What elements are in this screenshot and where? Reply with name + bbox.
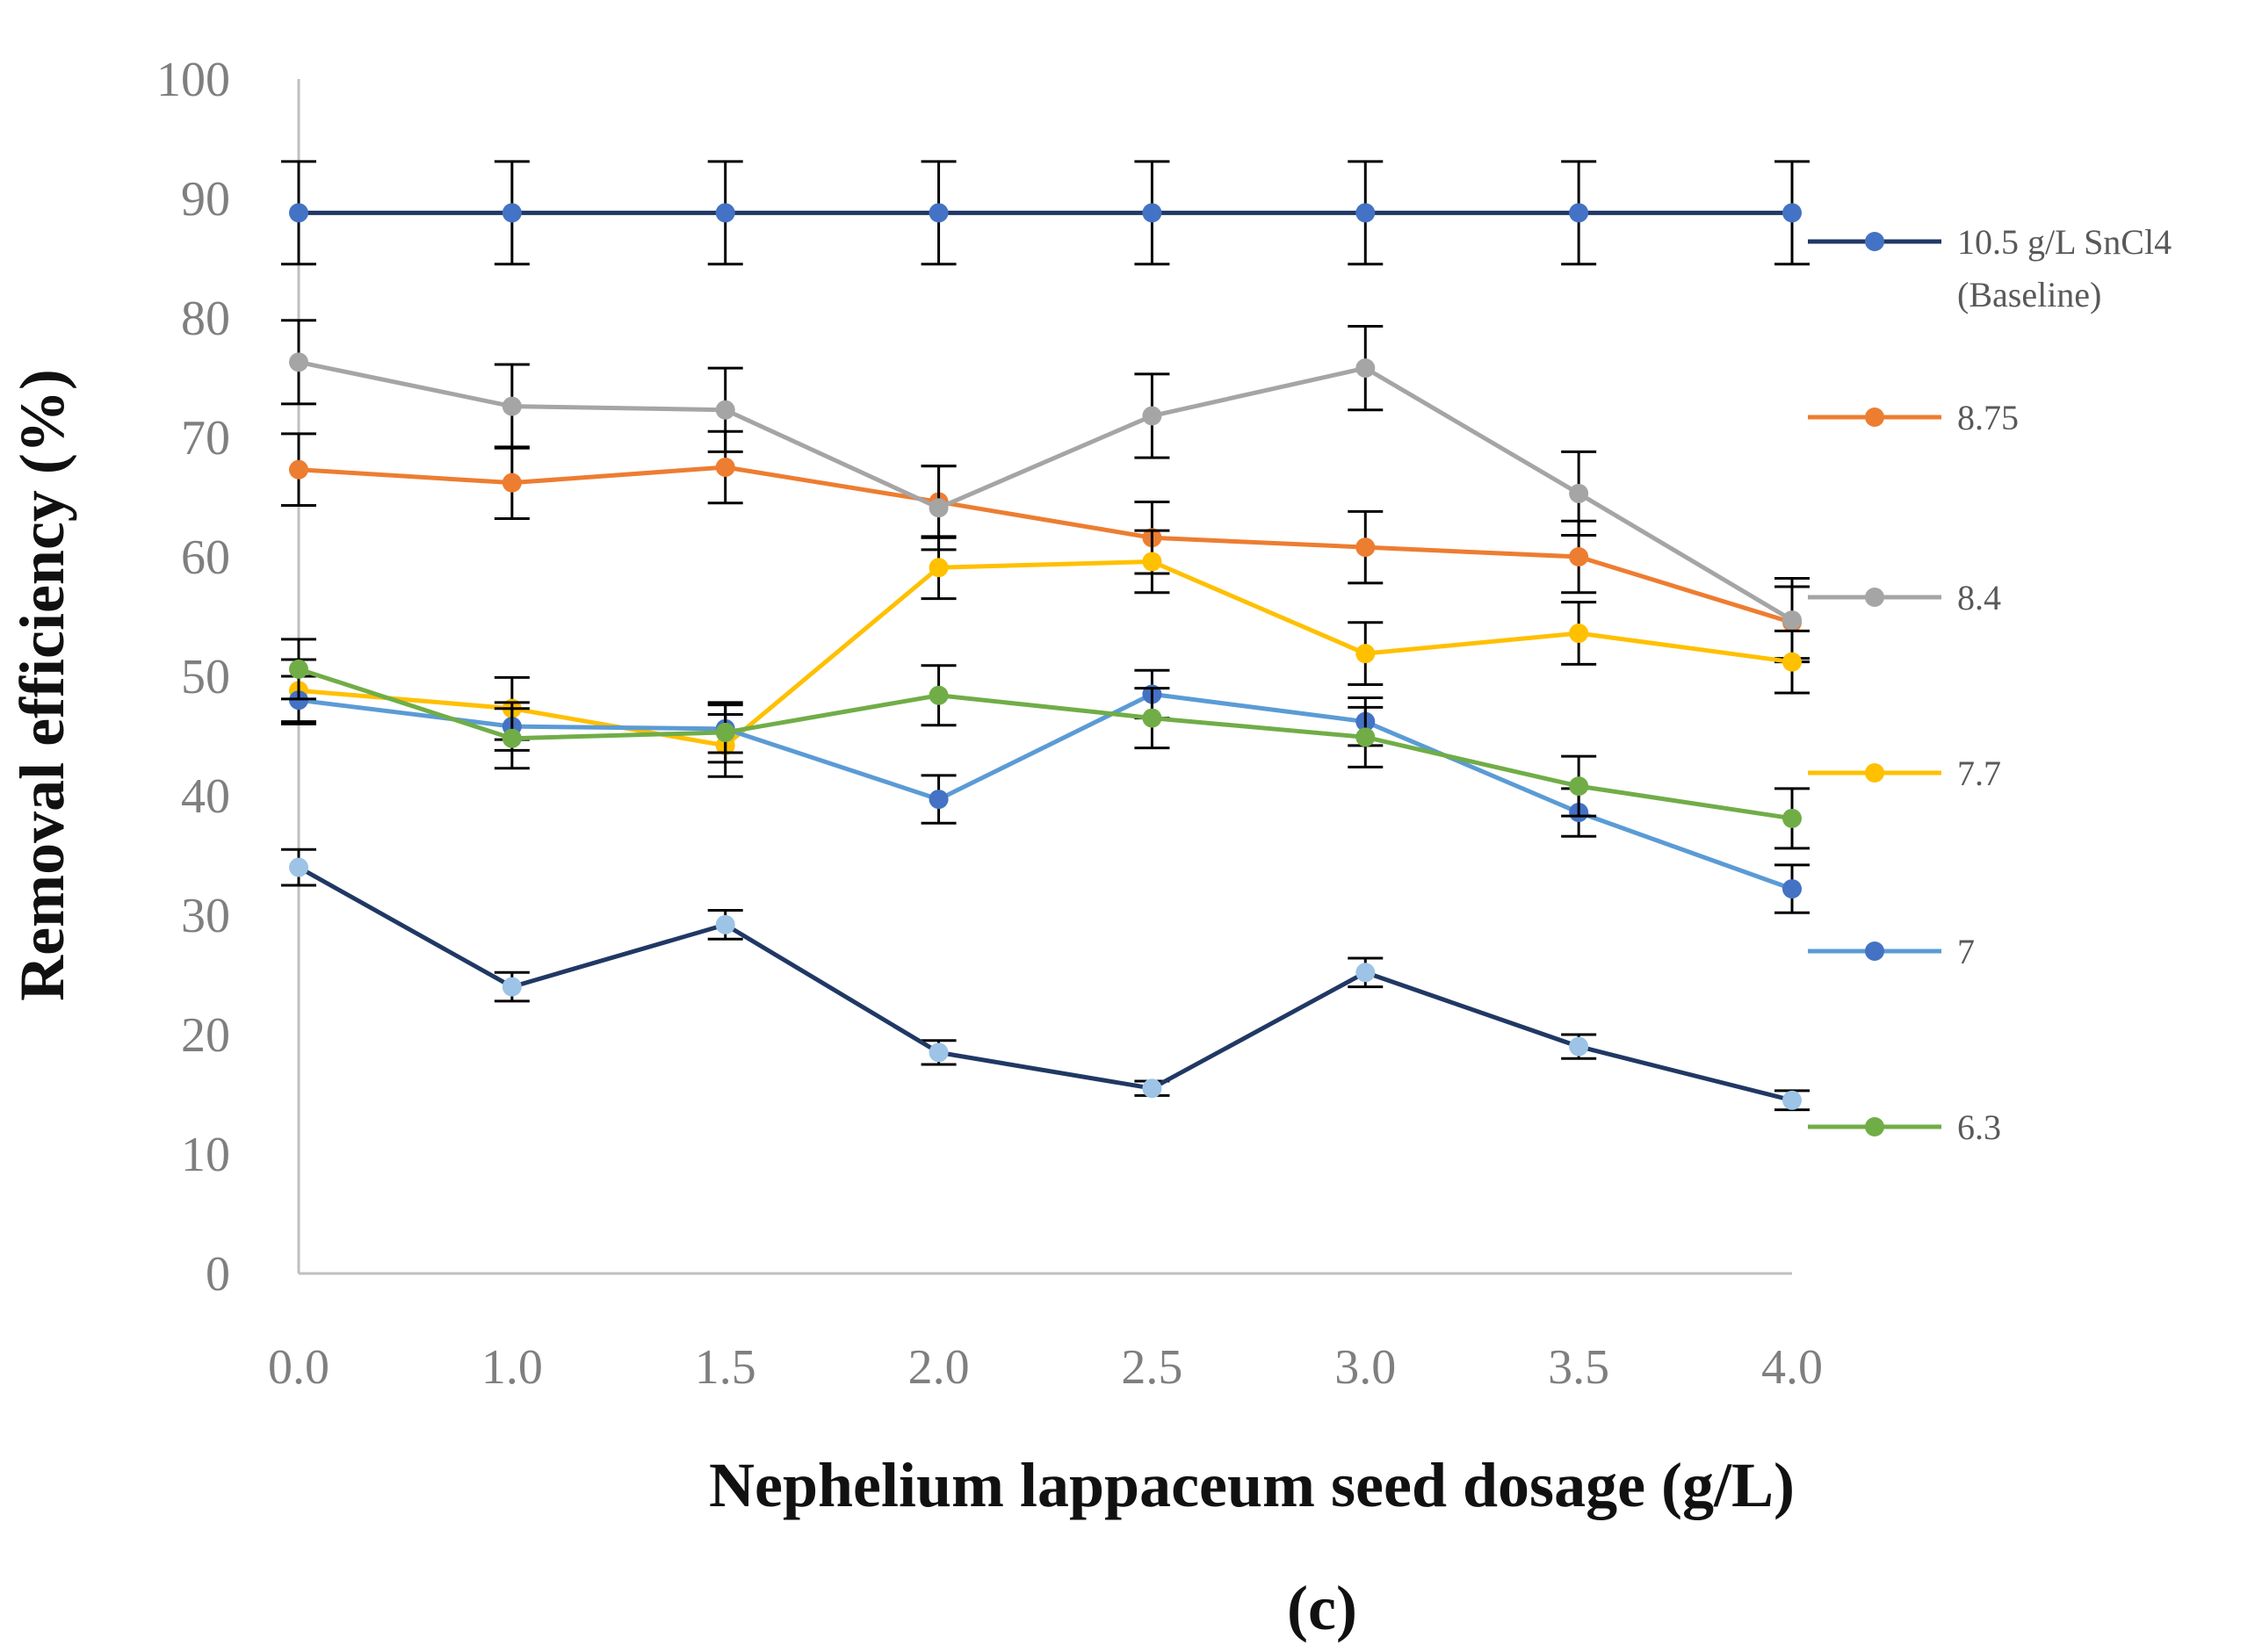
- data-point: [289, 857, 308, 877]
- data-point: [929, 685, 949, 705]
- data-point: [1569, 624, 1589, 644]
- data-point: [1355, 727, 1376, 747]
- data-point: [1355, 644, 1376, 664]
- data-point: [1782, 808, 1802, 828]
- legend-marker: [1865, 588, 1884, 607]
- legend-marker: [1865, 408, 1884, 427]
- series-line: [298, 559, 1793, 748]
- data-point: [1355, 358, 1376, 379]
- data-point: [502, 473, 522, 493]
- data-point: [1355, 537, 1376, 558]
- legend-label: 10.5 g/L SnCl4: [1957, 222, 2172, 262]
- panel-label: (c): [1287, 1573, 1357, 1643]
- x-tick-label: 3.5: [1548, 1340, 1609, 1395]
- x-tick-label: 3.0: [1334, 1340, 1396, 1395]
- data-point: [715, 203, 735, 223]
- legend-marker: [1865, 1117, 1884, 1136]
- data-point: [929, 790, 949, 810]
- legend-label: 8.75: [1957, 398, 2019, 437]
- series-line: [298, 667, 1793, 821]
- data-point: [502, 728, 522, 748]
- x-tick-label: 4.0: [1761, 1340, 1823, 1395]
- data-point: [502, 396, 522, 416]
- data-point: [929, 558, 949, 578]
- data-point: [1569, 547, 1589, 566]
- data-point: [715, 458, 735, 477]
- y-tick-label: 100: [156, 53, 230, 107]
- y-tick-label: 60: [181, 530, 230, 585]
- data-point: [1569, 203, 1589, 223]
- data-point: [502, 203, 522, 223]
- data-point: [1142, 406, 1162, 426]
- data-point: [1782, 203, 1802, 223]
- data-point: [1569, 483, 1589, 503]
- y-tick-label: 90: [181, 172, 230, 227]
- data-point: [1782, 1090, 1802, 1110]
- legend-marker: [1865, 763, 1884, 783]
- data-point: [715, 914, 735, 934]
- data-point: [1355, 963, 1376, 983]
- data-point: [1355, 203, 1376, 223]
- data-point: [1142, 708, 1162, 728]
- x-tick-label: 1.5: [695, 1340, 756, 1395]
- series-group: [281, 848, 1810, 1112]
- series-line: [298, 465, 1793, 625]
- series-line: [298, 359, 1794, 623]
- data-point: [1782, 610, 1802, 631]
- axis-ticks: 0 10 20 30 40 50 60 70 80 90 100 0.0 1.0 1.5 2.0 2.5 3.0…: [156, 53, 1823, 1395]
- series-line: [297, 865, 1793, 1103]
- data-point: [502, 977, 522, 997]
- data-point: [289, 659, 308, 679]
- data-point: [289, 203, 308, 223]
- y-tick-label: 0: [206, 1247, 230, 1302]
- data-point: [715, 400, 735, 420]
- y-axis-title: Removal efficiency (%): [7, 369, 77, 1001]
- y-tick-label: 50: [181, 650, 230, 704]
- data-point: [1142, 203, 1162, 223]
- data-point: [929, 1042, 949, 1063]
- legend: 10.5 g/L SnCl4 (Baseline) 8.75 8.4 7.7 7 6.3: [1808, 222, 2172, 1147]
- legend-label: 6.3: [1957, 1107, 2001, 1147]
- legend-marker: [1865, 941, 1884, 961]
- y-tick-label: 80: [181, 292, 230, 346]
- y-tick-label: 10: [181, 1128, 230, 1182]
- y-tick-label: 20: [181, 1008, 230, 1063]
- series-layer: [281, 160, 1810, 1112]
- data-point: [1782, 879, 1802, 899]
- x-tick-label: 2.0: [908, 1340, 970, 1395]
- x-axis-title: Nephelium lappaceum seed dosage (g/L): [709, 1450, 1795, 1520]
- data-point: [1142, 552, 1162, 572]
- legend-label: 8.4: [1957, 578, 2001, 617]
- series-line: [298, 691, 1793, 891]
- legend-label-line2: (Baseline): [1957, 275, 2101, 314]
- x-tick-label: 1.0: [481, 1340, 543, 1395]
- data-point: [1569, 1036, 1589, 1057]
- series-group: [281, 638, 1810, 850]
- legend-label: 7.7: [1957, 754, 2001, 793]
- series-group: [281, 160, 1810, 266]
- legend-label: 7: [1957, 932, 1975, 971]
- x-tick-label: 0.0: [268, 1340, 329, 1395]
- y-tick-label: 30: [181, 889, 230, 943]
- data-point: [289, 459, 308, 480]
- data-point: [715, 722, 735, 742]
- y-tick-label: 70: [181, 411, 230, 465]
- y-tick-label: 40: [181, 769, 230, 824]
- data-point: [289, 352, 308, 372]
- legend-marker: [1865, 232, 1884, 251]
- x-tick-label: 2.5: [1121, 1340, 1182, 1395]
- data-point: [929, 498, 949, 518]
- series-group: [281, 319, 1810, 664]
- data-point: [1569, 776, 1589, 797]
- data-point: [1142, 1078, 1162, 1099]
- data-point: [1782, 652, 1802, 672]
- data-point: [929, 203, 949, 223]
